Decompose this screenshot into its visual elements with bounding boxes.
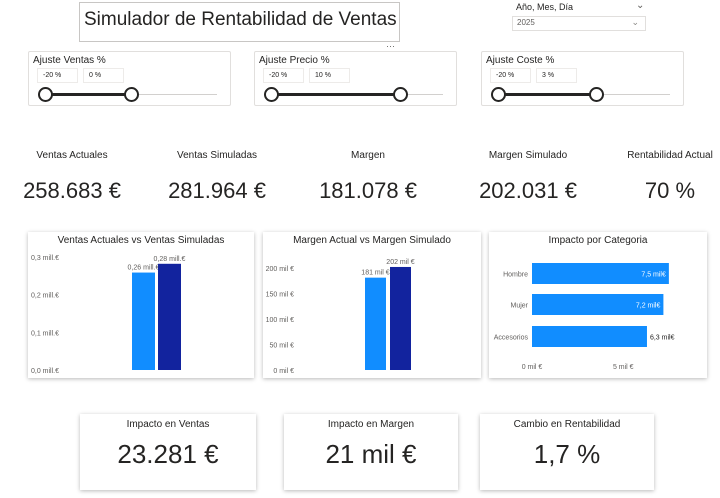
chart-margen-svg: 0 mil € 50 mil € 100 mil € 150 mil € 200 mil… bbox=[266, 259, 415, 375]
card-value: 21 mil € bbox=[325, 439, 417, 469]
y-tick-label: 0,0 mill.€ bbox=[31, 368, 59, 375]
data-label: 7,5 mil€ bbox=[641, 272, 666, 279]
slicer-selected-range bbox=[45, 93, 131, 96]
slicer-title: Ajuste Coste % bbox=[486, 55, 555, 66]
card-value: 23.281 € bbox=[117, 439, 219, 469]
kpi-label-ventas-actuales: Ventas Actuales bbox=[36, 150, 108, 161]
slicer-current-handle[interactable] bbox=[589, 87, 605, 102]
chart-ventas-card[interactable]: Ventas Actuales vs Ventas Simuladas 0,0 … bbox=[28, 232, 254, 378]
card-impacto-margen: Impacto en Margen 21 mil € bbox=[284, 414, 458, 490]
slicer-selected-range bbox=[498, 93, 597, 96]
x-tick-label: 5 mil € bbox=[613, 364, 634, 371]
data-label: 6,3 mil€ bbox=[650, 335, 675, 342]
kpi-value-rentabilidad-actual: 70 % bbox=[644, 178, 696, 203]
bar bbox=[532, 326, 647, 347]
slicer-min-input[interactable]: -20 % bbox=[263, 68, 304, 83]
card-cambio-rentabilidad: Cambio en Rentabilidad 1,7 % bbox=[480, 414, 654, 490]
card-impacto-ventas: Impacto en Ventas 23.281 € bbox=[80, 414, 256, 490]
data-label: 7,2 mil€ bbox=[636, 303, 661, 310]
kpi-label-rentabilidad-actual: Rentabilidad Actual bbox=[627, 150, 713, 161]
date-slicer-value: 2025 bbox=[517, 18, 535, 27]
slicer-selected-range bbox=[271, 93, 400, 96]
y-tick-label: 150 mil € bbox=[266, 292, 295, 299]
chart-margen-card[interactable]: Margen Actual vs Margen Simulado 0 mil €… bbox=[263, 232, 481, 378]
bar bbox=[158, 263, 181, 370]
bar bbox=[532, 294, 664, 315]
slicer-min-input[interactable]: -20 % bbox=[490, 68, 531, 83]
card-label: Impacto en Ventas bbox=[126, 419, 210, 430]
data-label: 181 mil € bbox=[361, 270, 390, 277]
slicer-current-input[interactable]: 3 % bbox=[536, 68, 577, 83]
card-label: Impacto en Margen bbox=[327, 419, 415, 430]
date-slicer-label: Año, Mes, Día bbox=[516, 2, 574, 12]
chart-title: Impacto por Categoria bbox=[548, 235, 648, 246]
chart-ventas-svg: 0,0 mill.€ 0,1 mill.€ 0,2 mill.€ 0,3 mill.€… bbox=[31, 255, 186, 375]
slicer-current-handle[interactable] bbox=[123, 87, 139, 102]
kpi-label-margen-simulado: Margen Simulado bbox=[488, 150, 568, 161]
slicer-ajuste-precio: Ajuste Precio % -20 % 10 % bbox=[254, 51, 457, 106]
slicer-current-input[interactable]: 10 % bbox=[309, 68, 350, 83]
dropdown-chevron-icon: ⌄ bbox=[631, 17, 639, 27]
chart-title: Ventas Actuales vs Ventas Simuladas bbox=[57, 235, 225, 246]
bar bbox=[532, 263, 669, 284]
bar bbox=[390, 266, 411, 370]
data-label: 202 mil € bbox=[386, 259, 415, 266]
y-tick-label: 100 mil € bbox=[266, 317, 295, 324]
slicer-min-handle[interactable] bbox=[263, 87, 279, 102]
slicer-min-input[interactable]: -20 % bbox=[37, 68, 78, 83]
kpi-label-margen: Margen bbox=[351, 150, 385, 161]
y-tick-label: 0 mil € bbox=[273, 368, 294, 375]
report-title-box: Simulador de Rentabilidad de Ventas bbox=[79, 2, 400, 42]
slicer-current-input[interactable]: 0 % bbox=[83, 68, 124, 83]
card-value: 1,7 % bbox=[533, 439, 601, 469]
kpi-value-margen: 181.078 € bbox=[319, 178, 417, 203]
chart-impacto-categoria-svg: Hombre 7,5 mil€ Mujer 7,2 mil€ Accesorios 6,3… bbox=[494, 263, 675, 371]
kpi-value-ventas-simuladas: 281.964 € bbox=[168, 178, 266, 203]
y-tick-label: 50 mil € bbox=[269, 343, 294, 350]
slicer-min-handle[interactable] bbox=[490, 87, 506, 102]
category-label: Accesorios bbox=[494, 335, 529, 342]
more-options-icon[interactable]: ··· bbox=[386, 41, 395, 51]
chevron-down-icon[interactable]: ⌄ bbox=[636, 0, 645, 11]
data-label: 0,28 mill.€ bbox=[154, 256, 186, 263]
kpi-label-ventas-simuladas: Ventas Simuladas bbox=[176, 150, 258, 161]
y-tick-label: 0,1 mill.€ bbox=[31, 330, 59, 337]
slicer-current-handle[interactable] bbox=[392, 87, 408, 102]
slicer-title: Ajuste Ventas % bbox=[33, 55, 106, 66]
y-tick-label: 200 mil € bbox=[266, 266, 295, 273]
data-label: 0,26 mill.€ bbox=[128, 265, 160, 272]
slicer-title: Ajuste Precio % bbox=[259, 55, 330, 66]
slicer-ajuste-ventas: Ajuste Ventas % -20 % 0 % bbox=[28, 51, 231, 106]
chart-title: Margen Actual vs Margen Simulado bbox=[293, 235, 451, 246]
bar bbox=[132, 272, 155, 370]
date-slicer-dropdown[interactable]: 2025 ⌄ bbox=[512, 16, 646, 31]
kpi-value-margen-simulado: 202.031 € bbox=[479, 178, 577, 203]
category-label: Hombre bbox=[503, 272, 528, 279]
kpi-value-ventas-actuales: 258.683 € bbox=[23, 178, 121, 203]
report-title: Simulador de Rentabilidad de Ventas bbox=[84, 9, 397, 30]
x-tick-label: 0 mil € bbox=[522, 364, 543, 371]
y-tick-label: 0,3 mill.€ bbox=[31, 255, 59, 262]
slicer-min-handle[interactable] bbox=[37, 87, 53, 102]
chart-impacto-categoria-card[interactable]: Impacto por Categoria Hombre 7,5 mil€ Muje… bbox=[489, 232, 707, 378]
card-label: Cambio en Rentabilidad bbox=[513, 419, 621, 430]
bar bbox=[365, 277, 386, 370]
y-tick-label: 0,2 mill.€ bbox=[31, 293, 59, 300]
category-label: Mujer bbox=[510, 303, 528, 310]
slicer-ajuste-coste: Ajuste Coste % -20 % 3 % bbox=[481, 51, 684, 106]
